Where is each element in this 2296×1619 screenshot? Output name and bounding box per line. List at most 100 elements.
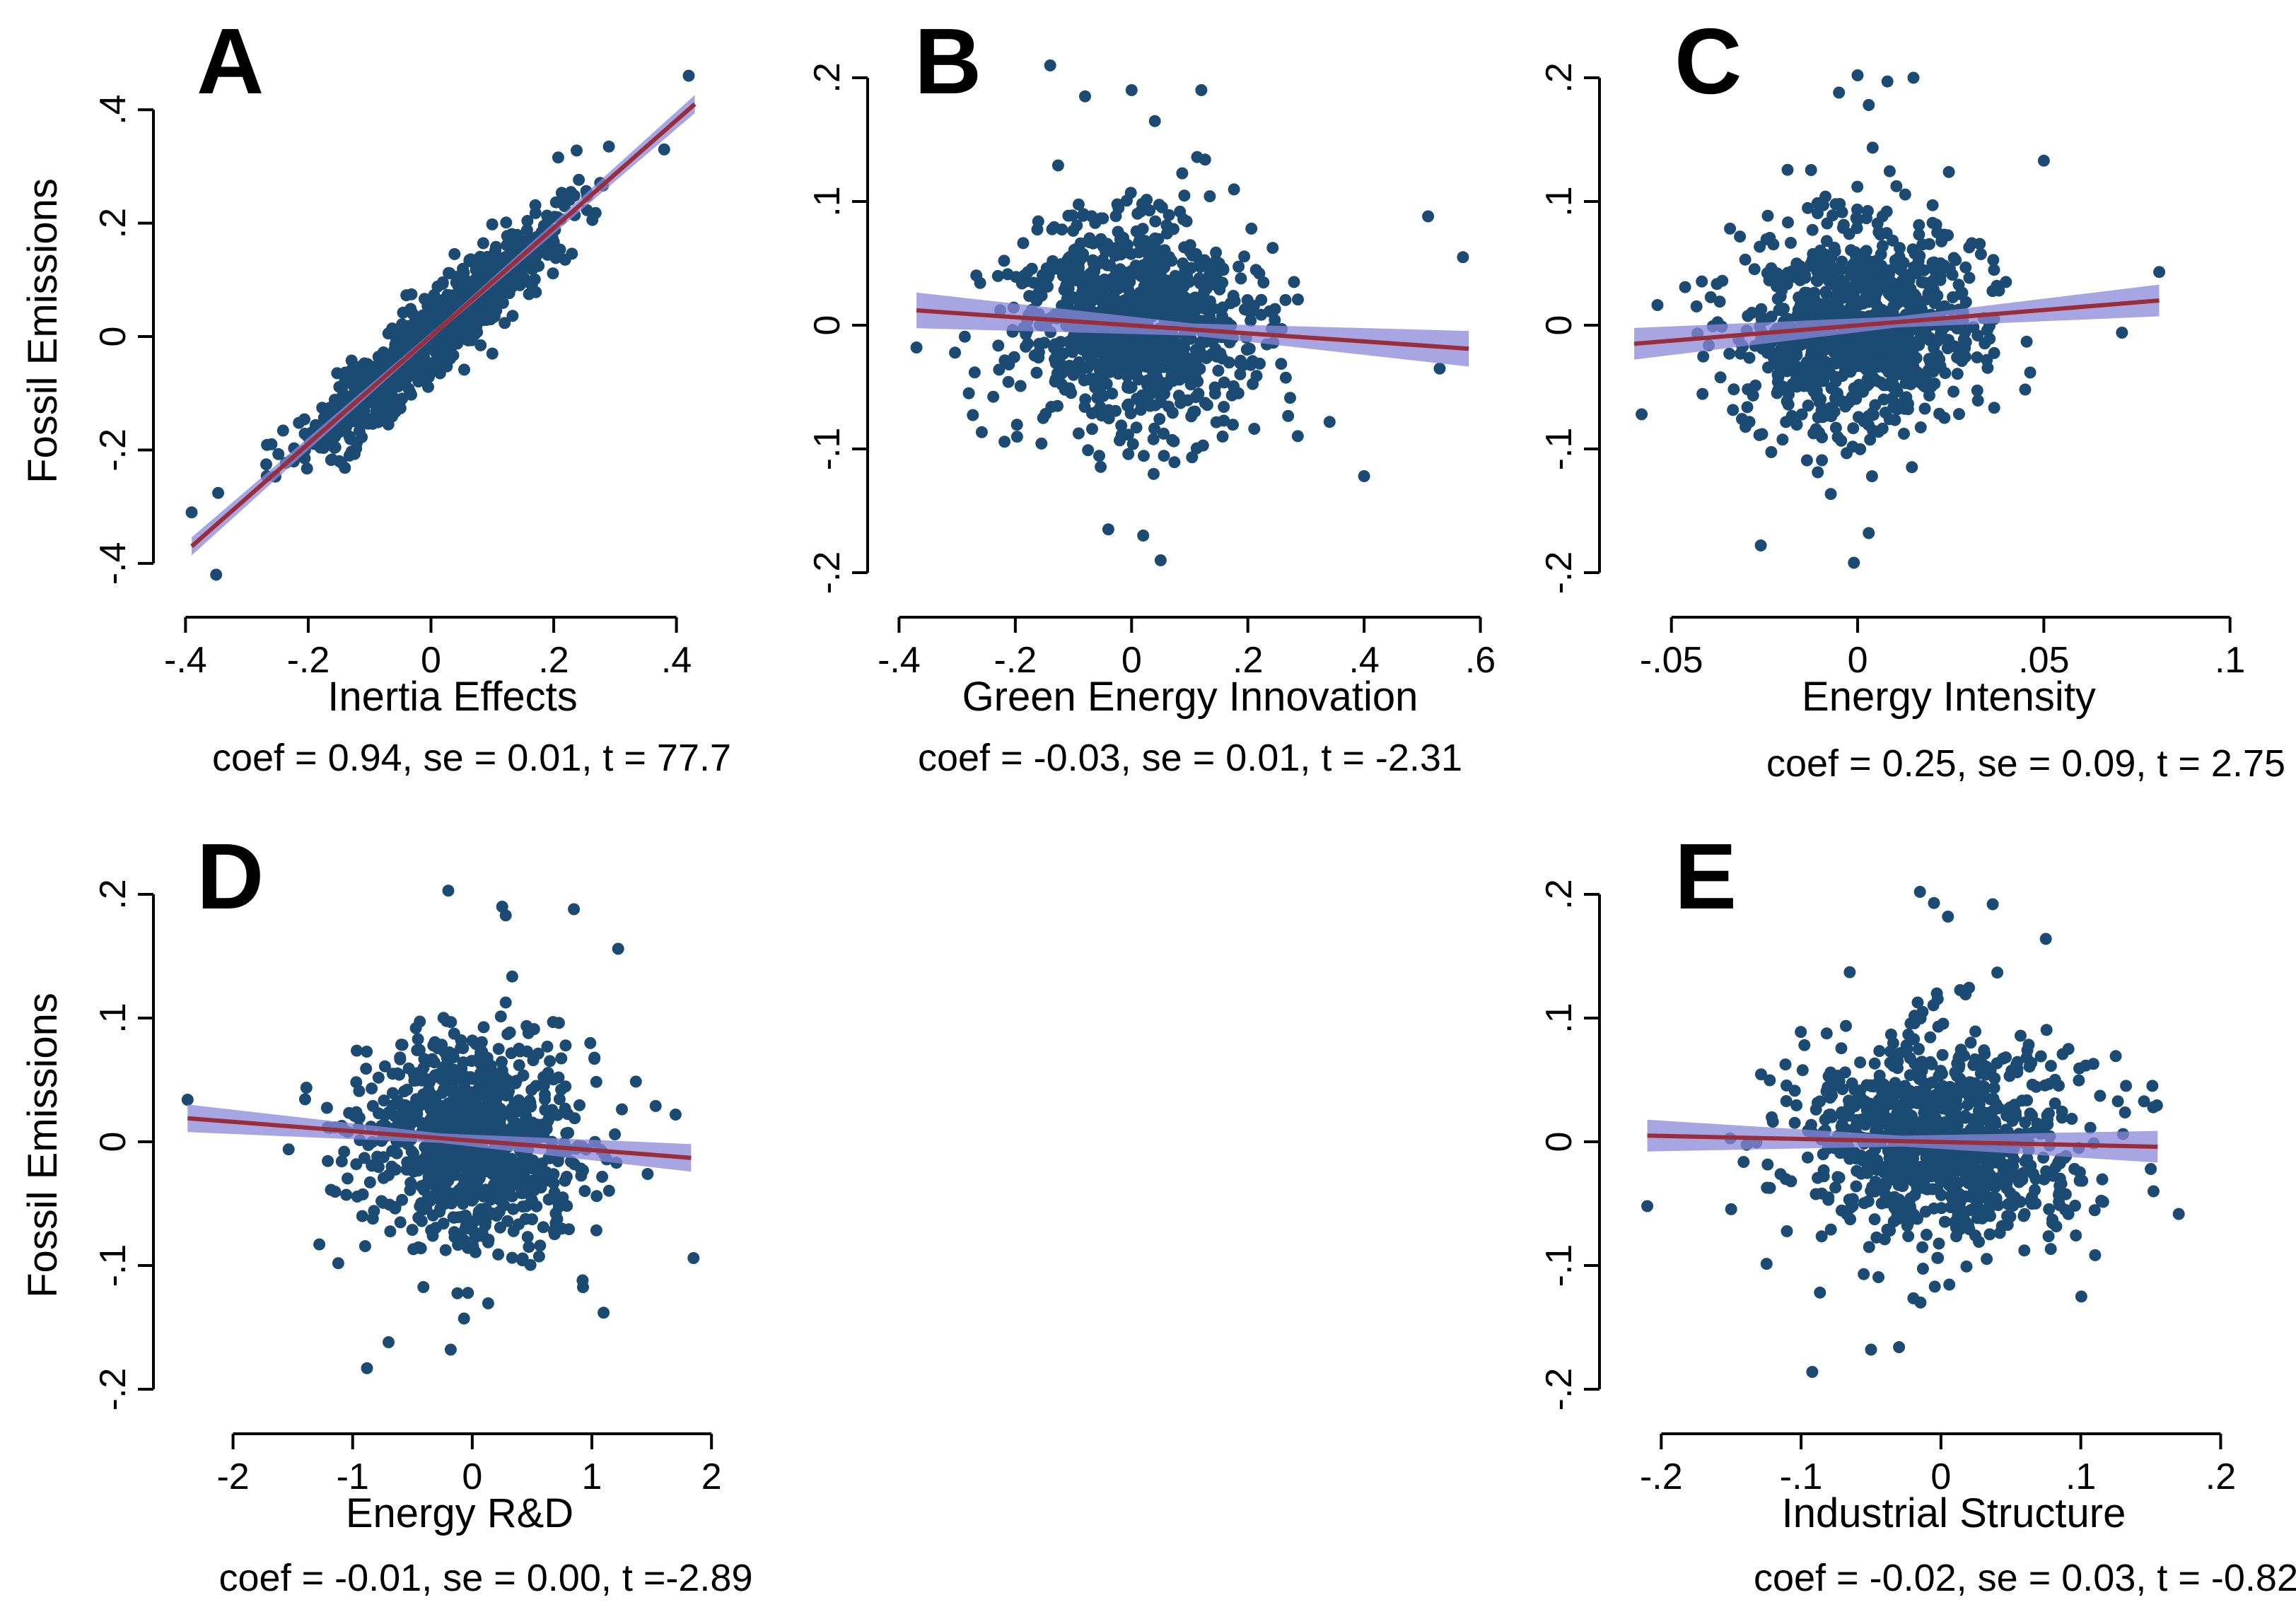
- panel-e-point: [1835, 1042, 1848, 1055]
- panel-e-point: [1801, 1151, 1814, 1164]
- panel-e-point: [1870, 1231, 1883, 1244]
- panel-b-point: [987, 390, 1000, 403]
- panel-b-point: [1279, 371, 1292, 384]
- panel-e-point: [1918, 1114, 1930, 1127]
- panel-a-point: [549, 196, 562, 209]
- panel-a-x-tick-label: .4: [661, 640, 692, 681]
- panel-d-point: [532, 1250, 545, 1263]
- panel-c-point: [1690, 300, 1703, 312]
- panel-a-x-tick-label: -.2: [287, 640, 330, 681]
- panel-e-point: [1780, 1095, 1793, 1107]
- panel-c-point: [1951, 351, 1964, 363]
- panel-e-x-tick-label: .2: [2205, 1456, 2236, 1497]
- panel-d-point: [470, 1038, 482, 1051]
- panel-e-point: [1824, 1223, 1837, 1236]
- panel-b-point: [1178, 241, 1191, 254]
- panel-c-point: [1861, 373, 1874, 385]
- panel-c-point: [1753, 428, 1766, 441]
- panel-d-point: [498, 1199, 511, 1212]
- panel-b-point: [1233, 260, 1245, 273]
- panel-c-point: [1790, 419, 1803, 431]
- panel-c-point: [1696, 275, 1708, 288]
- panel-a-point: [503, 230, 516, 242]
- panel-d-point: [408, 1068, 420, 1081]
- panel-a-point: [185, 506, 198, 519]
- panel-e-point: [2096, 1173, 2109, 1186]
- panel-c-point: [1947, 385, 1960, 398]
- panel-d-point: [406, 1224, 419, 1237]
- panel-a-point: [416, 353, 429, 366]
- panel-e-point: [1924, 1031, 1937, 1044]
- panel-c-point: [1963, 271, 1976, 284]
- panel-a-point: [372, 416, 385, 428]
- panel-d-point: [407, 1101, 419, 1114]
- panel-c-point: [1923, 238, 1935, 250]
- panel-c-point: [1906, 461, 1918, 474]
- panel-e-point: [1886, 1164, 1899, 1177]
- panel-e-point: [1820, 1027, 1833, 1040]
- panel-d-point: [426, 1229, 439, 1242]
- panel-c-point: [1864, 433, 1877, 446]
- panel-e-point: [2034, 1050, 2047, 1063]
- panel-d-point: [496, 1056, 508, 1068]
- panel-a-point: [407, 321, 419, 333]
- panel-d-point: [313, 1238, 326, 1251]
- panel-c-point: [1829, 421, 1842, 434]
- panel-c-point: [1829, 245, 1841, 257]
- panel-c-point: [1937, 259, 1950, 272]
- panel-e-point: [1991, 1057, 2003, 1070]
- panel-e-point: [1902, 1230, 1915, 1242]
- panel-d-point: [525, 1084, 538, 1097]
- panel-e-point: [1987, 1104, 1999, 1117]
- panel-c-point: [1948, 340, 1961, 353]
- panel-c-point: [1772, 371, 1785, 383]
- panel-d-point: [451, 1287, 464, 1299]
- panel-e-point: [2046, 1217, 2058, 1229]
- panel-a-y-tick-label: .2: [93, 208, 134, 238]
- panel-d-point: [378, 1094, 390, 1107]
- panel-b-point: [1092, 342, 1105, 355]
- panel-d-point: [616, 1103, 628, 1116]
- panel-b-point: [1433, 362, 1446, 375]
- panel-b-point: [1176, 167, 1189, 180]
- panel-c-point: [1930, 271, 1942, 283]
- panel-c-point: [1814, 343, 1826, 355]
- panel-d-point: [342, 1172, 354, 1185]
- panel-d-point: [375, 1195, 387, 1208]
- panel-b-point: [1051, 159, 1064, 172]
- panel-c-point: [1761, 209, 1774, 222]
- panel-d-point: [298, 1093, 311, 1106]
- panel-e-point: [1760, 1258, 1773, 1270]
- panel-b-point: [1112, 201, 1125, 214]
- panel-c-point: [1817, 199, 1829, 211]
- panel-b-point: [1208, 387, 1221, 400]
- panel-c-point: [1971, 329, 1984, 341]
- panel-e-point: [1824, 1108, 1837, 1121]
- panel-a-point: [426, 317, 438, 330]
- panel-e-point: [2044, 1060, 2057, 1072]
- panel-a-point: [333, 424, 346, 437]
- panel-d-point: [441, 1150, 454, 1163]
- panel-e-point: [1988, 1072, 2001, 1085]
- panel-a-point: [397, 306, 409, 319]
- panel-d-point: [548, 1228, 561, 1241]
- panel-d-point: [386, 1087, 399, 1099]
- panel-d-point: [479, 1058, 492, 1071]
- panel-a-point: [520, 223, 533, 236]
- panel-e-point: [2146, 1080, 2159, 1092]
- panel-d-point: [510, 1123, 523, 1136]
- panel-b-xlabel: Green Energy Innovation: [962, 674, 1418, 720]
- panel-b-point: [1037, 411, 1049, 424]
- panel-d-point: [383, 1336, 395, 1348]
- panel-d-point: [609, 1128, 622, 1140]
- panel-d-point: [451, 1232, 464, 1245]
- panel-b-point: [1184, 378, 1197, 391]
- panel-d-point: [537, 1221, 549, 1234]
- panel-d-point: [455, 1116, 468, 1128]
- panel-e-point: [1817, 1170, 1830, 1183]
- panel-b-point: [1107, 290, 1120, 303]
- panel-e-point: [1945, 1150, 1957, 1162]
- panel-c-point: [1846, 440, 1859, 453]
- panel-a-point: [343, 430, 356, 443]
- panel-e-point: [1928, 1202, 1940, 1215]
